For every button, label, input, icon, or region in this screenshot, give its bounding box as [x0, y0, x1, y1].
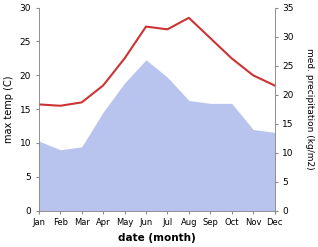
Y-axis label: med. precipitation (kg/m2): med. precipitation (kg/m2) [305, 48, 314, 170]
Y-axis label: max temp (C): max temp (C) [4, 75, 14, 143]
X-axis label: date (month): date (month) [118, 233, 196, 243]
